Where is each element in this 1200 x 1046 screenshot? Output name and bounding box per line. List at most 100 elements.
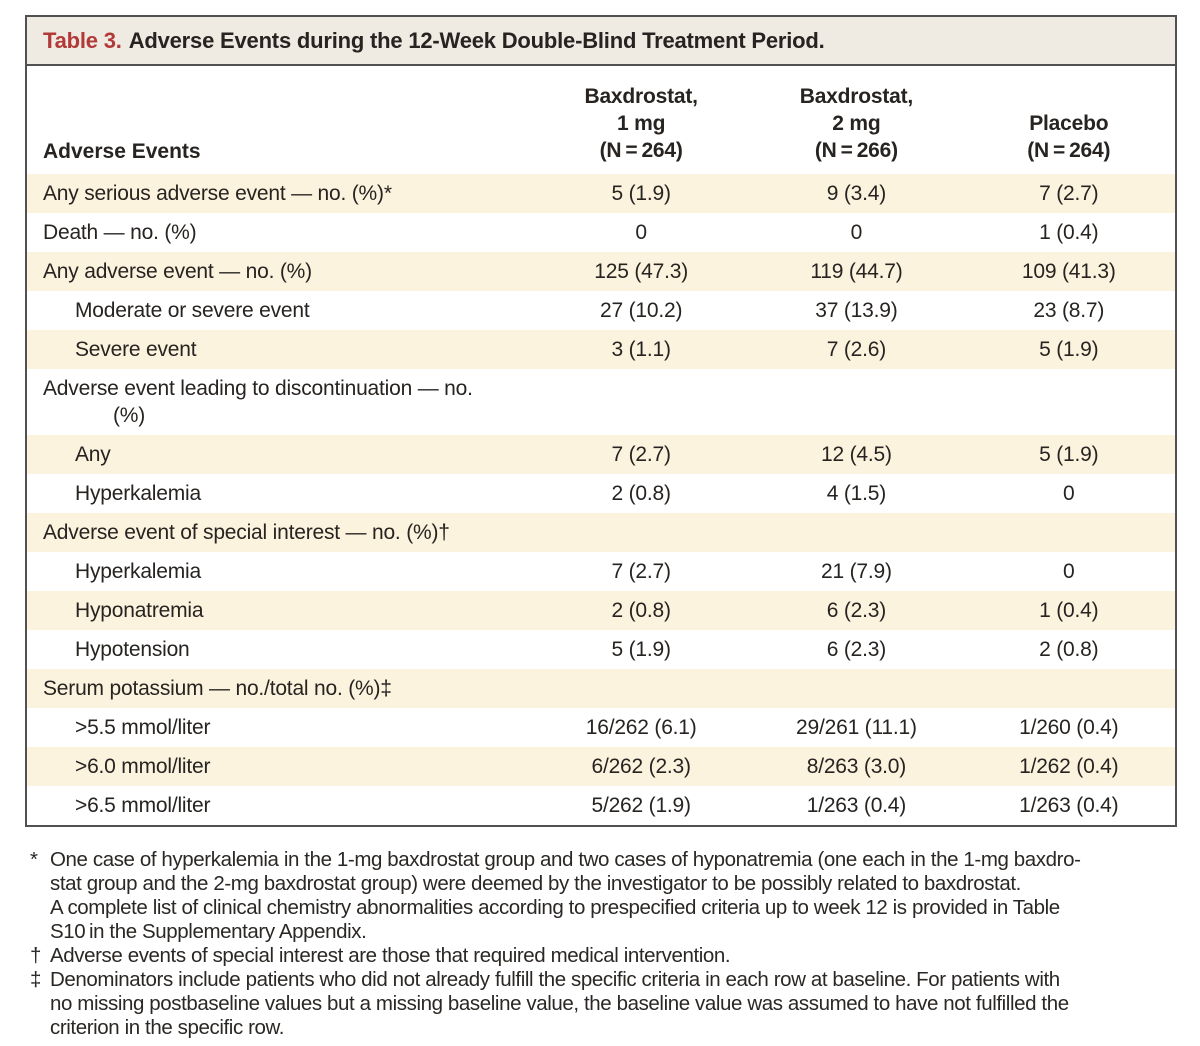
value-baxdrostat-2mg: 29/261 (11.1) — [796, 715, 917, 739]
row-label: Hyponatremia — [75, 599, 204, 622]
value-baxdrostat-1mg: 16/262 (6.1) — [585, 715, 697, 739]
table-row-ae-leading-to-discontinuation: Adverse event leading to discontinuation… — [27, 369, 1175, 435]
value-baxdrostat-2mg: 37 (13.9) — [815, 298, 898, 322]
double-dagger-marker: ‡ — [30, 968, 42, 991]
table-number-label: Table 3. — [43, 28, 122, 53]
table-row-any-adverse-event: Any adverse event — no. (%) 125 (47.3) 1… — [27, 252, 1175, 291]
table-row-severe-event: Severe event 3 (1.1) 7 (2.6) 5 (1.9) — [27, 330, 1175, 369]
row-label: Adverse event of special interest — no. … — [43, 521, 450, 544]
row-label-line2: (%) — [113, 403, 146, 427]
value-baxdrostat-1mg: 5 (1.9) — [611, 637, 671, 661]
value-baxdrostat-2mg: 7 (2.6) — [826, 337, 887, 361]
value-baxdrostat-2mg: 0 — [850, 220, 863, 244]
row-label: Severe event — [75, 338, 197, 361]
value-baxdrostat-2mg: 12 (4.5) — [821, 442, 892, 466]
table-row-hypotension: Hypotension 5 (1.9) 6 (2.3) 2 (0.8) — [27, 630, 1175, 669]
value-placebo: 1/260 (0.4) — [1019, 715, 1119, 739]
table-3-card: Table 3. Adverse Events during the 12-Wee… — [25, 15, 1177, 827]
row-label: Any — [75, 443, 111, 466]
column-header-baxdrostat-2mg: Baxdrostat, 2 mg (N = 266) — [750, 83, 962, 164]
column-header-line: 1 mg — [617, 112, 666, 135]
row-label: Moderate or severe event — [75, 299, 310, 322]
value-baxdrostat-2mg: 1/263 (0.4) — [806, 793, 907, 817]
column-header-adverse-events: Adverse Events — [43, 140, 201, 163]
row-label: >6.5 mmol/liter — [75, 794, 211, 817]
row-label: >6.0 mmol/liter — [75, 755, 211, 778]
value-baxdrostat-2mg: 8/263 (3.0) — [806, 754, 907, 778]
row-label: Adverse event leading to discontinuation… — [27, 375, 532, 429]
footnote-line: criterion in the specific row. — [50, 1016, 285, 1039]
value-placebo: 1/263 (0.4) — [1019, 793, 1119, 817]
footnotes: * One case of hyperkalemia in the 1-mg ba… — [30, 848, 1180, 1040]
footnote-text: One case of hyperkalemia in the 1-mg bax… — [50, 848, 1081, 871]
value-baxdrostat-1mg: 5 (1.9) — [611, 181, 671, 205]
value-baxdrostat-2mg: 6 (2.3) — [826, 598, 887, 622]
value-baxdrostat-1mg: 27 (10.2) — [600, 298, 683, 322]
footnote-line: no missing postbaseline values but a mis… — [50, 992, 1069, 1015]
footnote-text: Denominators include patients who did no… — [50, 968, 1060, 991]
footnote-line: ‡ Denominators include patients who did n… — [30, 968, 1180, 992]
value-baxdrostat-1mg: 2 (0.8) — [611, 598, 671, 622]
row-label: Serum potassium — no./total no. (%)‡ — [43, 677, 392, 700]
value-placebo: 7 (2.7) — [1039, 181, 1099, 205]
row-label: Any serious adverse event — no. (%)* — [43, 182, 392, 205]
column-header-line: Baxdrostat, — [799, 85, 914, 108]
table-row-discontinuation-any: Any 7 (2.7) 12 (4.5) 5 (1.9) — [27, 435, 1175, 474]
value-placebo: 5 (1.9) — [1039, 337, 1099, 361]
column-header-line: (N = 266) — [814, 139, 898, 162]
value-baxdrostat-2mg: 4 (1.5) — [826, 481, 887, 505]
table-row-potassium-6-0: >6.0 mmol/liter 6/262 (2.3) 8/263 (3.0) … — [27, 747, 1175, 786]
value-baxdrostat-1mg: 3 (1.1) — [611, 337, 671, 361]
footnote-double-dagger: ‡ Denominators include patients who did n… — [30, 968, 1180, 1040]
footnote-asterisk: * One case of hyperkalemia in the 1-mg ba… — [30, 848, 1180, 944]
row-label: >5.5 mmol/liter — [75, 716, 211, 739]
footnote-line: * One case of hyperkalemia in the 1-mg ba… — [30, 848, 1180, 872]
footnote-line: stat group and the 2-mg baxdrostat group… — [50, 872, 1021, 895]
row-label: Hyperkalemia — [75, 560, 201, 583]
value-placebo: 1 (0.4) — [1039, 598, 1099, 622]
table-row-discontinuation-hyperkalemia: Hyperkalemia 2 (0.8) 4 (1.5) 0 — [27, 474, 1175, 513]
column-header-line: Baxdrostat, — [584, 85, 698, 108]
value-baxdrostat-2mg: 6 (2.3) — [826, 637, 887, 661]
row-label-line1: Adverse event leading to discontinuation… — [43, 376, 473, 400]
table-row-potassium-5-5: >5.5 mmol/liter 16/262 (6.1) 29/261 (11.… — [27, 708, 1175, 747]
table-row-special-interest-hyperkalemia: Hyperkalemia 7 (2.7) 21 (7.9) 0 — [27, 552, 1175, 591]
footnote-line: A complete list of clinical chemistry ab… — [50, 896, 1060, 919]
table-row-ae-of-special-interest: Adverse event of special interest — no. … — [27, 513, 1175, 552]
value-baxdrostat-1mg: 0 — [635, 220, 647, 244]
footnote-line: † Adverse events of special interest are … — [30, 944, 1180, 968]
value-baxdrostat-2mg: 21 (7.9) — [821, 559, 892, 583]
footnote-dagger: † Adverse events of special interest are … — [30, 944, 1180, 968]
column-header-line: (N = 264) — [1027, 139, 1111, 162]
table-row-potassium-6-5: >6.5 mmol/liter 5/262 (1.9) 1/263 (0.4) … — [27, 786, 1175, 825]
column-header-line: (N = 264) — [599, 139, 683, 162]
dagger-marker: † — [30, 944, 42, 967]
row-label: Hyperkalemia — [75, 482, 201, 505]
value-placebo: 1/262 (0.4) — [1019, 754, 1119, 778]
table-row-hyponatremia: Hyponatremia 2 (0.8) 6 (2.3) 1 (0.4) — [27, 591, 1175, 630]
column-header-line: 2 mg — [832, 112, 881, 135]
footnote-text: Adverse events of special interest are t… — [50, 944, 731, 967]
row-label: Death — no. (%) — [43, 221, 197, 244]
value-baxdrostat-2mg: 119 (44.7) — [810, 259, 903, 283]
value-baxdrostat-1mg: 6/262 (2.3) — [591, 754, 691, 778]
value-placebo: 0 — [1063, 559, 1075, 583]
value-placebo: 2 (0.8) — [1039, 637, 1099, 661]
value-baxdrostat-1mg: 125 (47.3) — [594, 259, 689, 283]
footnote-line: S10 in the Supplementary Appendix. — [50, 920, 367, 943]
column-header-line: Placebo — [1029, 112, 1109, 135]
asterisk-marker: * — [30, 848, 38, 871]
value-baxdrostat-1mg: 2 (0.8) — [611, 481, 671, 505]
table-row-death: Death — no. (%) 0 0 1 (0.4) — [27, 213, 1175, 252]
table-title-band: Table 3. Adverse Events during the 12-Wee… — [27, 17, 1175, 66]
table-header-row: Adverse Events Baxdrostat, 1 mg (N = 264… — [27, 66, 1175, 174]
value-baxdrostat-1mg: 7 (2.7) — [611, 559, 671, 583]
table-title-text: Adverse Events during the 12-Week Double… — [128, 28, 825, 53]
value-placebo: 5 (1.9) — [1039, 442, 1099, 466]
row-label: Any adverse event — no. (%) — [43, 260, 312, 283]
value-baxdrostat-2mg: 9 (3.4) — [826, 181, 887, 205]
value-placebo: 23 (8.7) — [1033, 298, 1105, 322]
value-baxdrostat-1mg: 5/262 (1.9) — [591, 793, 691, 817]
column-header-baxdrostat-1mg: Baxdrostat, 1 mg (N = 264) — [532, 83, 750, 164]
